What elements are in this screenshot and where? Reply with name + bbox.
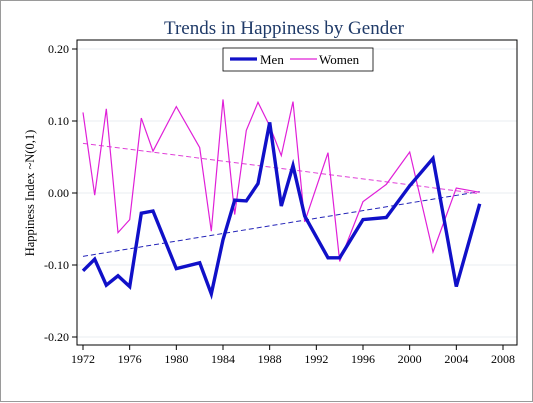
trend-line-women [82,142,480,195]
legend-label-men: Men [260,52,284,67]
legend: Men Women [222,47,374,72]
x-tick-label: 1988 [258,352,282,366]
y-tick-label: 0.20 [48,42,69,56]
series-line-men [81,122,482,300]
x-tick-label: 2008 [491,352,515,366]
y-tick-label: -0.10 [44,258,69,272]
y-tick-label: 0.00 [48,186,69,200]
x-tick-label: 2004 [444,352,468,366]
legend-label-women: Women [319,52,360,67]
grid-lines [77,48,517,338]
trend-lines [82,142,480,257]
x-tick-label: 1972 [71,352,95,366]
x-tick-label: 1996 [351,352,375,366]
y-axis: -0.20 -0.10 0.00 0.10 0.20 [44,42,77,344]
trend-line-men [82,191,480,257]
x-tick-label: 1984 [211,352,235,366]
data-series [81,99,482,300]
y-tick-label: 0.10 [48,114,69,128]
y-axis-title: Happiness Index ~N(0,1) [23,130,37,257]
x-tick-label: 1992 [304,352,328,366]
x-tick-label: 1976 [118,352,142,366]
series-line-women [82,99,480,262]
chart-title: Trends in Happiness by Gender [164,18,405,39]
x-tick-label: 2000 [398,352,422,366]
x-axis: 1972 1976 1980 1984 1988 1992 1996 2000 2004 2008 [71,345,515,366]
x-tick-label: 1980 [164,352,188,366]
y-tick-label: -0.20 [44,330,69,344]
